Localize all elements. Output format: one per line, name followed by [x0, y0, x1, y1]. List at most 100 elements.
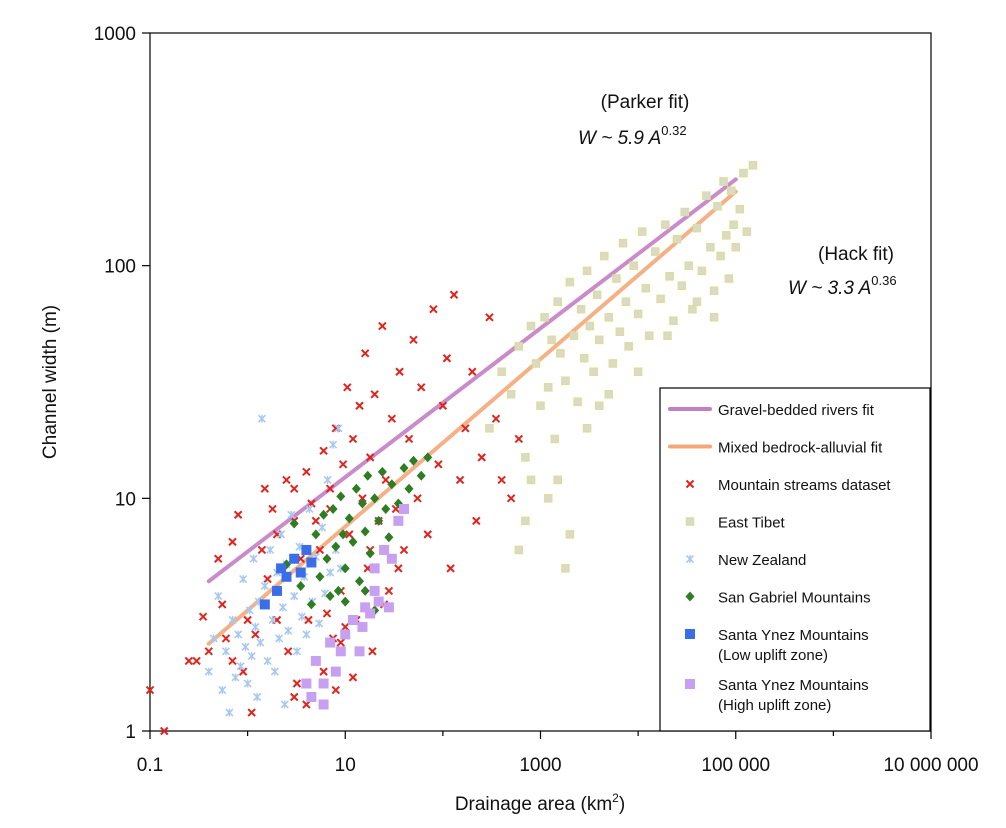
data-point	[318, 523, 327, 532]
data-point	[477, 453, 486, 462]
data-point	[434, 460, 443, 469]
data-point	[521, 453, 530, 462]
data-point	[345, 530, 354, 539]
x-marker-stroke	[228, 656, 237, 666]
data-point	[393, 515, 404, 526]
data-point	[404, 483, 414, 494]
x-marker-stroke	[455, 475, 465, 485]
x-marker-stroke	[192, 656, 201, 666]
data-point	[249, 554, 258, 563]
data-point	[377, 466, 387, 477]
data-point	[292, 679, 302, 688]
data-point	[531, 359, 541, 368]
data-point	[354, 646, 365, 657]
data-point	[270, 667, 279, 676]
legend-label: East Tibet	[718, 515, 786, 532]
data-point	[543, 383, 553, 392]
data-point	[330, 666, 341, 677]
data-point	[259, 599, 270, 610]
data-point	[282, 475, 291, 485]
data-point	[360, 585, 370, 596]
data-point	[491, 414, 501, 423]
x-axis-label-suffix: )	[619, 794, 625, 815]
data-point	[289, 484, 299, 493]
legend-marker	[685, 554, 695, 564]
x-marker-stroke	[282, 475, 291, 485]
data-point	[365, 608, 376, 619]
data-point	[253, 692, 262, 702]
x-marker-stroke	[198, 612, 208, 621]
data-point	[281, 571, 292, 582]
data-point	[251, 622, 260, 632]
x-marker-stroke	[461, 424, 470, 433]
legend-marker	[685, 479, 695, 489]
data-point	[729, 220, 738, 229]
data-point	[325, 591, 335, 602]
x-marker-stroke	[268, 504, 277, 514]
data-point	[514, 342, 524, 351]
data-point	[365, 453, 375, 462]
data-point	[472, 516, 481, 526]
data-point	[340, 563, 350, 574]
y-axis-label: Channel width (m)	[40, 305, 61, 459]
x-marker-stroke	[360, 349, 370, 358]
data-point	[384, 586, 394, 596]
x-marker-stroke	[322, 609, 332, 618]
x-marker-stroke	[251, 630, 260, 639]
data-point	[553, 297, 562, 307]
data-point	[225, 708, 234, 717]
data-point	[302, 467, 311, 477]
data-point	[257, 545, 267, 555]
data-point	[231, 673, 240, 682]
data-point	[719, 177, 728, 186]
data-point	[547, 335, 556, 345]
legend-label: Mountain streams dataset	[718, 477, 891, 494]
x-marker-stroke	[345, 530, 354, 539]
data-point	[343, 383, 352, 392]
data-point	[702, 191, 711, 200]
data-point	[334, 424, 343, 433]
data-point	[748, 161, 758, 170]
x-marker-stroke	[685, 479, 695, 489]
data-point	[497, 367, 506, 377]
data-point	[697, 266, 707, 276]
x-marker-stroke	[477, 453, 486, 462]
data-point	[399, 545, 409, 555]
x-marker-stroke	[214, 554, 223, 563]
x-tick-label: 10	[335, 755, 356, 776]
legend-label: Mixed bedrock-alluvial fit	[718, 440, 883, 457]
x-marker-stroke	[319, 667, 328, 676]
data-point	[257, 414, 266, 423]
data-point	[318, 699, 329, 710]
x-marker-stroke	[283, 647, 293, 656]
data-point	[608, 359, 618, 368]
data-point	[582, 266, 592, 276]
data-point	[360, 602, 371, 613]
x-marker-stroke	[336, 638, 345, 647]
hack-fit-equation: W ~ 3.3 A0.36	[788, 273, 897, 299]
data-point	[556, 349, 565, 358]
data-point	[724, 274, 734, 283]
data-point	[624, 342, 633, 351]
data-point	[404, 434, 414, 444]
legend-label: Santa Ynez Mountains	[718, 677, 869, 694]
data-point	[378, 321, 387, 331]
data-point	[604, 312, 614, 322]
x-marker-stroke	[485, 313, 494, 322]
data-point	[576, 304, 586, 314]
data-point	[302, 630, 311, 639]
data-point	[338, 460, 348, 469]
data-point	[319, 667, 328, 676]
x-marker-stroke	[348, 673, 358, 682]
data-point	[726, 186, 736, 195]
data-point	[381, 503, 391, 514]
data-point	[573, 397, 582, 407]
data-point	[731, 242, 741, 252]
data-point	[243, 615, 252, 625]
x-marker-stroke	[302, 700, 311, 709]
data-point	[295, 567, 306, 578]
data-point	[355, 401, 364, 410]
data-point	[387, 479, 397, 490]
data-point	[338, 529, 348, 540]
